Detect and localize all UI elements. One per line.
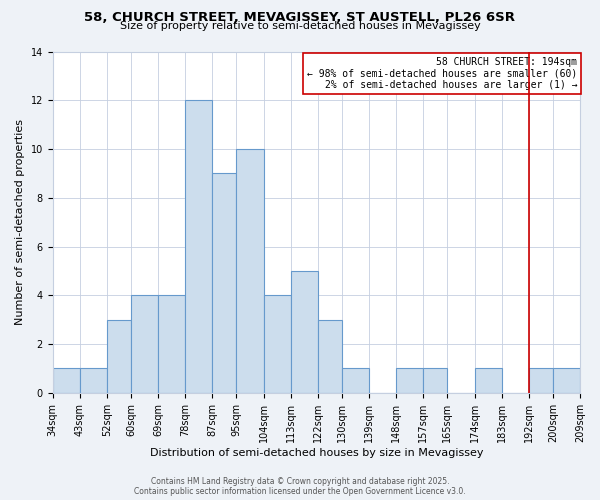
Bar <box>131 296 158 393</box>
Text: 58, CHURCH STREET, MEVAGISSEY, ST AUSTELL, PL26 6SR: 58, CHURCH STREET, MEVAGISSEY, ST AUSTEL… <box>85 11 515 24</box>
Bar <box>212 174 236 393</box>
Bar <box>553 368 580 393</box>
Bar <box>396 368 424 393</box>
Y-axis label: Number of semi-detached properties: Number of semi-detached properties <box>15 119 25 325</box>
Bar <box>318 320 342 393</box>
Bar <box>236 149 263 393</box>
Bar <box>158 296 185 393</box>
Bar <box>475 368 502 393</box>
Bar <box>185 100 212 393</box>
Bar <box>263 296 291 393</box>
Bar <box>342 368 369 393</box>
Text: Contains HM Land Registry data © Crown copyright and database right 2025.
Contai: Contains HM Land Registry data © Crown c… <box>134 476 466 496</box>
Bar <box>291 271 318 393</box>
Text: 58 CHURCH STREET: 194sqm
← 98% of semi-detached houses are smaller (60)
2% of se: 58 CHURCH STREET: 194sqm ← 98% of semi-d… <box>307 56 577 90</box>
Bar <box>53 368 80 393</box>
Bar <box>424 368 448 393</box>
Text: Size of property relative to semi-detached houses in Mevagissey: Size of property relative to semi-detach… <box>119 21 481 31</box>
Bar <box>107 320 131 393</box>
Bar <box>80 368 107 393</box>
Bar <box>529 368 553 393</box>
X-axis label: Distribution of semi-detached houses by size in Mevagissey: Distribution of semi-detached houses by … <box>149 448 483 458</box>
